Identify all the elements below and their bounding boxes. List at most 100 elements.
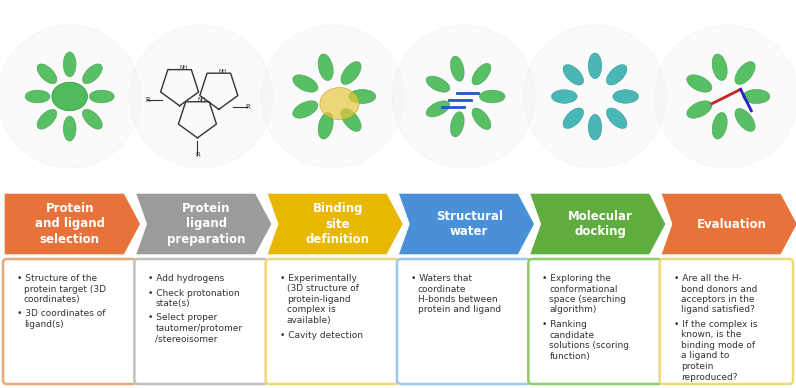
Text: Molecular
docking: Molecular docking — [568, 210, 633, 238]
Circle shape — [655, 25, 796, 168]
Text: Binding
site
definition: Binding site definition — [306, 202, 370, 246]
Ellipse shape — [83, 109, 103, 129]
Text: available): available) — [287, 316, 331, 325]
Ellipse shape — [735, 108, 755, 132]
Circle shape — [130, 25, 272, 168]
Ellipse shape — [83, 64, 103, 84]
FancyBboxPatch shape — [529, 259, 661, 384]
Ellipse shape — [607, 108, 627, 128]
Text: Evaluation: Evaluation — [696, 218, 767, 230]
Text: (3D structure of: (3D structure of — [287, 284, 358, 293]
Text: • If the complex is: • If the complex is — [673, 320, 757, 329]
Ellipse shape — [451, 56, 464, 81]
Text: R: R — [245, 104, 250, 110]
Ellipse shape — [341, 108, 361, 132]
Text: complex is: complex is — [287, 305, 335, 315]
Text: • Are all the H-: • Are all the H- — [673, 274, 742, 283]
Circle shape — [392, 25, 535, 168]
Text: Structural
water: Structural water — [435, 210, 502, 238]
Text: R: R — [145, 97, 150, 103]
Ellipse shape — [52, 82, 88, 111]
Text: • Cavity detection: • Cavity detection — [279, 331, 363, 340]
Text: • Waters that: • Waters that — [411, 274, 472, 283]
Circle shape — [524, 25, 666, 168]
Text: protein target (3D: protein target (3D — [24, 284, 106, 293]
Ellipse shape — [687, 101, 712, 118]
Text: known, is the: known, is the — [681, 331, 741, 340]
Circle shape — [261, 25, 404, 168]
Text: ligand satisfied?: ligand satisfied? — [681, 305, 755, 315]
Ellipse shape — [735, 62, 755, 85]
Text: a ligand to: a ligand to — [681, 352, 729, 360]
Ellipse shape — [63, 116, 76, 141]
Ellipse shape — [607, 64, 627, 85]
Ellipse shape — [25, 90, 50, 103]
Polygon shape — [398, 193, 535, 255]
Text: H-bonds between: H-bonds between — [418, 295, 498, 304]
Polygon shape — [529, 193, 666, 255]
Text: coordinates): coordinates) — [24, 295, 80, 304]
Text: • 3D coordinates of: • 3D coordinates of — [17, 310, 106, 319]
Text: NH: NH — [179, 65, 188, 70]
Text: coordinate: coordinate — [418, 284, 466, 293]
Text: candidate: candidate — [549, 331, 595, 340]
Ellipse shape — [472, 63, 491, 85]
Text: • Exploring the: • Exploring the — [542, 274, 611, 283]
Ellipse shape — [63, 52, 76, 77]
Ellipse shape — [472, 108, 491, 130]
Ellipse shape — [341, 62, 361, 85]
Ellipse shape — [479, 90, 505, 103]
Text: NH: NH — [197, 97, 205, 102]
Text: protein and ligand: protein and ligand — [418, 305, 501, 315]
Ellipse shape — [712, 113, 728, 139]
Text: • Ranking: • Ranking — [542, 320, 587, 329]
Text: acceptors in the: acceptors in the — [681, 295, 754, 304]
Text: conformational: conformational — [549, 284, 618, 293]
Ellipse shape — [563, 108, 583, 128]
Ellipse shape — [320, 88, 359, 120]
Text: NH: NH — [219, 69, 227, 74]
Text: bond donors and: bond donors and — [681, 284, 757, 293]
Text: protein: protein — [681, 362, 713, 371]
Text: /stereoisomer: /stereoisomer — [155, 334, 218, 343]
Ellipse shape — [552, 90, 577, 103]
Text: algorithm): algorithm) — [549, 305, 597, 315]
Text: Protein
ligand
preparation: Protein ligand preparation — [167, 202, 246, 246]
Polygon shape — [4, 193, 141, 255]
Text: • Structure of the: • Structure of the — [17, 274, 97, 283]
FancyBboxPatch shape — [660, 259, 793, 384]
Text: tautomer/protomer: tautomer/protomer — [155, 324, 243, 333]
Ellipse shape — [89, 90, 115, 103]
FancyBboxPatch shape — [397, 259, 530, 384]
Polygon shape — [135, 193, 272, 255]
FancyBboxPatch shape — [266, 259, 399, 384]
Ellipse shape — [293, 101, 318, 118]
Polygon shape — [661, 193, 796, 255]
Text: • Add hydrogens: • Add hydrogens — [148, 274, 224, 283]
Text: • Experimentally: • Experimentally — [279, 274, 357, 283]
Ellipse shape — [687, 75, 712, 92]
Ellipse shape — [563, 64, 583, 85]
Circle shape — [0, 25, 141, 168]
Text: protein-ligand: protein-ligand — [287, 295, 350, 304]
Text: space (searching: space (searching — [549, 295, 626, 304]
Ellipse shape — [588, 114, 602, 140]
Text: Protein
and ligand
selection: Protein and ligand selection — [35, 202, 104, 246]
Text: solutions (scoring: solutions (scoring — [549, 341, 630, 350]
Ellipse shape — [37, 64, 57, 84]
Ellipse shape — [451, 112, 464, 137]
Text: reproduced?: reproduced? — [681, 372, 737, 381]
Text: • Check protonation: • Check protonation — [148, 289, 240, 298]
Ellipse shape — [426, 101, 450, 117]
Ellipse shape — [743, 89, 770, 104]
Text: state(s): state(s) — [155, 299, 190, 308]
Ellipse shape — [426, 76, 450, 92]
Ellipse shape — [293, 75, 318, 92]
Ellipse shape — [37, 109, 57, 129]
Ellipse shape — [588, 53, 602, 79]
Text: R: R — [195, 152, 200, 158]
Ellipse shape — [712, 54, 728, 81]
Polygon shape — [267, 193, 404, 255]
Ellipse shape — [613, 90, 638, 103]
Text: ligand(s): ligand(s) — [24, 320, 64, 329]
